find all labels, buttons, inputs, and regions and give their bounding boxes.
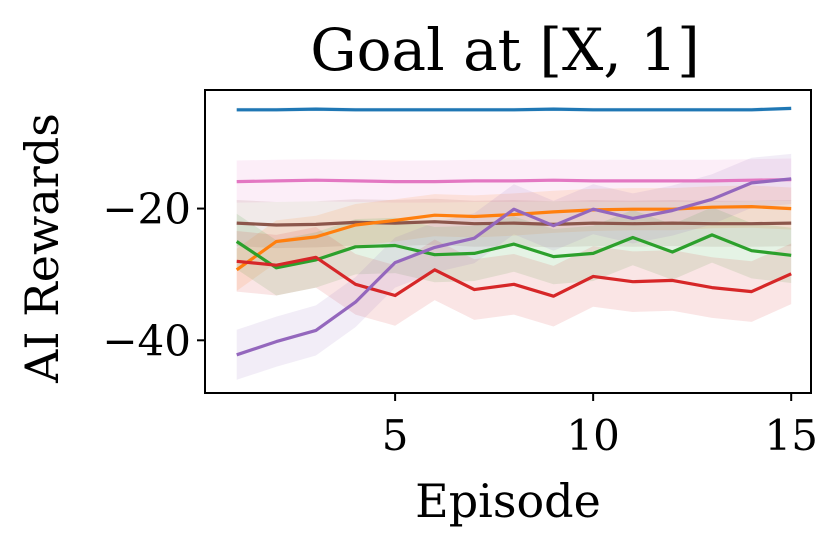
x-tick-label: 15	[764, 411, 817, 460]
series-6-band	[236, 227, 792, 327]
y-tick-label: −20	[102, 185, 191, 234]
x-tick-label: 10	[566, 411, 619, 460]
series-2-line	[236, 178, 792, 184]
series-lines	[235, 106, 792, 357]
series-5-band	[236, 207, 792, 296]
x-tick-label: 5	[382, 411, 409, 460]
axis-ticks: 5 10 15 −20 −40	[102, 185, 818, 460]
series-1-line	[236, 106, 792, 112]
y-tick-label: −40	[102, 316, 191, 365]
y-axis-label: AI Rewards	[15, 113, 69, 384]
plot-frame	[204, 89, 812, 394]
series-5-line	[235, 233, 792, 270]
series-4-band	[236, 185, 792, 291]
series-6-line	[236, 255, 792, 298]
x-axis-label: Episode	[415, 474, 601, 528]
series-4-line	[235, 205, 792, 272]
series-7-line	[236, 177, 792, 357]
chart-title: Goal at [X, 1]	[310, 16, 699, 84]
series-3-line	[236, 220, 792, 227]
